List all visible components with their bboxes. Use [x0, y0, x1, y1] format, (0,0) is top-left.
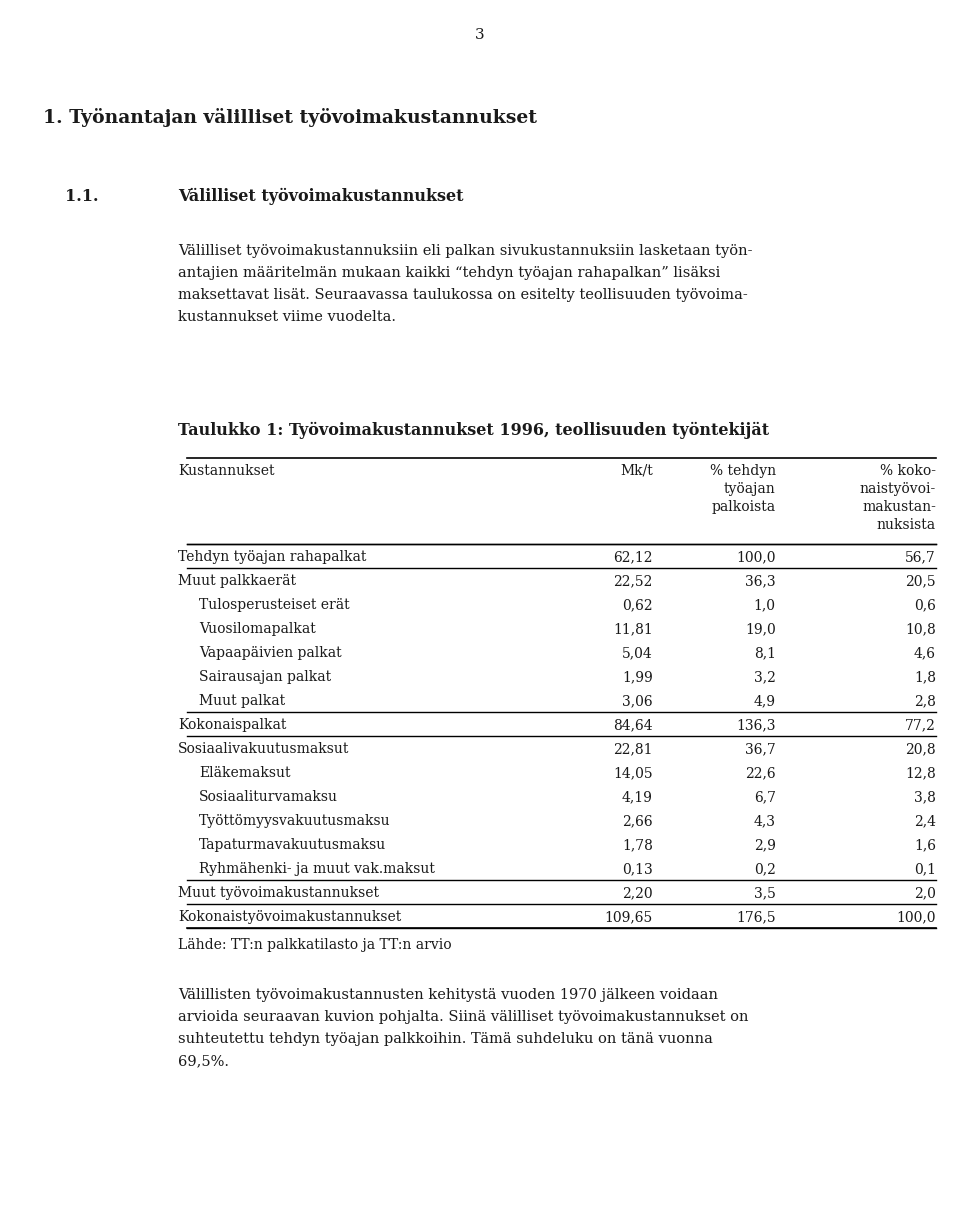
Text: 3,8: 3,8 — [914, 790, 936, 803]
Text: 3,2: 3,2 — [754, 670, 776, 684]
Text: 1,8: 1,8 — [914, 670, 936, 684]
Text: 22,52: 22,52 — [613, 574, 653, 588]
Text: 1,6: 1,6 — [914, 839, 936, 852]
Text: 4,19: 4,19 — [622, 790, 653, 803]
Text: 12,8: 12,8 — [905, 766, 936, 780]
Text: 136,3: 136,3 — [736, 718, 776, 732]
Text: 20,8: 20,8 — [905, 742, 936, 756]
Text: Vapaapäivien palkat: Vapaapäivien palkat — [199, 646, 342, 659]
Text: 20,5: 20,5 — [905, 574, 936, 588]
Text: 0,2: 0,2 — [754, 862, 776, 876]
Text: kustannukset viime vuodelta.: kustannukset viime vuodelta. — [178, 310, 396, 324]
Text: Vuosilomapalkat: Vuosilomapalkat — [199, 622, 316, 636]
Text: 1,0: 1,0 — [754, 598, 776, 612]
Text: Sairausajan palkat: Sairausajan palkat — [199, 670, 331, 684]
Text: 176,5: 176,5 — [736, 910, 776, 924]
Text: 100,0: 100,0 — [897, 910, 936, 924]
Text: Ryhmähenki- ja muut vak.maksut: Ryhmähenki- ja muut vak.maksut — [199, 862, 435, 876]
Text: Eläkemaksut: Eläkemaksut — [199, 766, 291, 780]
Text: antajien määritelmän mukaan kaikki “tehdyn työajan rahapalkan” lisäksi: antajien määritelmän mukaan kaikki “tehd… — [178, 266, 720, 280]
Text: 6,7: 6,7 — [754, 790, 776, 803]
Text: 0,13: 0,13 — [622, 862, 653, 876]
Text: Välilliset työvoimakustannuksiin eli palkan sivukustannuksiin lasketaan työn-: Välilliset työvoimakustannuksiin eli pal… — [178, 244, 753, 258]
Text: naistyövoi-: naistyövoi- — [860, 482, 936, 496]
Text: 14,05: 14,05 — [613, 766, 653, 780]
Text: arvioida seuraavan kuvion pohjalta. Siinä välilliset työvoimakustannukset on: arvioida seuraavan kuvion pohjalta. Siin… — [178, 1010, 749, 1024]
Text: 2,4: 2,4 — [914, 814, 936, 828]
Text: 1,78: 1,78 — [622, 839, 653, 852]
Text: 1.1.: 1.1. — [65, 188, 99, 204]
Text: 10,8: 10,8 — [905, 622, 936, 636]
Text: Välilliset työvoimakustannukset: Välilliset työvoimakustannukset — [178, 188, 464, 206]
Text: 19,0: 19,0 — [745, 622, 776, 636]
Text: Mk/t: Mk/t — [620, 463, 653, 478]
Text: 2,8: 2,8 — [914, 695, 936, 708]
Text: 2,0: 2,0 — [914, 886, 936, 900]
Text: 3,5: 3,5 — [754, 886, 776, 900]
Text: % koko-: % koko- — [880, 463, 936, 478]
Text: 0,6: 0,6 — [914, 598, 936, 612]
Text: 5,04: 5,04 — [622, 646, 653, 659]
Text: Muut palkkaerät: Muut palkkaerät — [178, 574, 296, 588]
Text: 69,5%.: 69,5%. — [178, 1054, 229, 1068]
Text: Tulosperusteiset erät: Tulosperusteiset erät — [199, 598, 349, 612]
Text: 100,0: 100,0 — [736, 551, 776, 564]
Text: makustan-: makustan- — [862, 500, 936, 514]
Text: 0,1: 0,1 — [914, 862, 936, 876]
Text: maksettavat lisät. Seuraavassa taulukossa on esitelty teollisuuden työvoima-: maksettavat lisät. Seuraavassa taulukoss… — [178, 288, 748, 302]
Text: 22,81: 22,81 — [613, 742, 653, 756]
Text: 22,6: 22,6 — [745, 766, 776, 780]
Text: Tehdyn työajan rahapalkat: Tehdyn työajan rahapalkat — [178, 551, 367, 564]
Text: % tehdyn: % tehdyn — [709, 463, 776, 478]
Text: työajan: työajan — [724, 482, 776, 496]
Text: 62,12: 62,12 — [613, 551, 653, 564]
Text: Tapaturmavakuutusmaksu: Tapaturmavakuutusmaksu — [199, 839, 386, 852]
Text: 4,9: 4,9 — [754, 695, 776, 708]
Text: 2,9: 2,9 — [754, 839, 776, 852]
Text: 1. Työnantajan välilliset työvoimakustannukset: 1. Työnantajan välilliset työvoimakustan… — [43, 108, 538, 127]
Text: 56,7: 56,7 — [905, 551, 936, 564]
Text: 3: 3 — [475, 28, 485, 42]
Text: suhteutettu tehdyn työajan palkkoihin. Tämä suhdeluku on tänä vuonna: suhteutettu tehdyn työajan palkkoihin. T… — [178, 1032, 713, 1045]
Text: 84,64: 84,64 — [613, 718, 653, 732]
Text: palkoista: palkoista — [711, 500, 776, 514]
Text: Sosiaaliturvamaksu: Sosiaaliturvamaksu — [199, 790, 338, 803]
Text: 36,7: 36,7 — [745, 742, 776, 756]
Text: Sosiaalivakuutusmaksut: Sosiaalivakuutusmaksut — [178, 742, 349, 756]
Text: Välillisten työvoimakustannusten kehitystä vuoden 1970 jälkeen voidaan: Välillisten työvoimakustannusten kehitys… — [178, 989, 718, 1002]
Text: 1,99: 1,99 — [622, 670, 653, 684]
Text: Työttömyysvakuutusmaksu: Työttömyysvakuutusmaksu — [199, 814, 391, 828]
Text: 3,06: 3,06 — [622, 695, 653, 708]
Text: 2,66: 2,66 — [622, 814, 653, 828]
Text: 2,20: 2,20 — [622, 886, 653, 900]
Text: Lähde: TT:n palkkatilasto ja TT:n arvio: Lähde: TT:n palkkatilasto ja TT:n arvio — [178, 938, 451, 952]
Text: Kustannukset: Kustannukset — [178, 463, 275, 478]
Text: 4,3: 4,3 — [754, 814, 776, 828]
Text: 77,2: 77,2 — [905, 718, 936, 732]
Text: 11,81: 11,81 — [613, 622, 653, 636]
Text: Muut palkat: Muut palkat — [199, 695, 285, 708]
Text: 8,1: 8,1 — [754, 646, 776, 659]
Text: Kokonaistyövoimakustannukset: Kokonaistyövoimakustannukset — [178, 910, 401, 924]
Text: Taulukko 1: Työvoimakustannukset 1996, teollisuuden työntekijät: Taulukko 1: Työvoimakustannukset 1996, t… — [178, 422, 769, 439]
Text: 109,65: 109,65 — [605, 910, 653, 924]
Text: Muut työvoimakustannukset: Muut työvoimakustannukset — [178, 886, 379, 900]
Text: 0,62: 0,62 — [622, 598, 653, 612]
Text: 36,3: 36,3 — [745, 574, 776, 588]
Text: nuksista: nuksista — [876, 518, 936, 532]
Text: 4,6: 4,6 — [914, 646, 936, 659]
Text: Kokonaispalkat: Kokonaispalkat — [178, 718, 286, 732]
